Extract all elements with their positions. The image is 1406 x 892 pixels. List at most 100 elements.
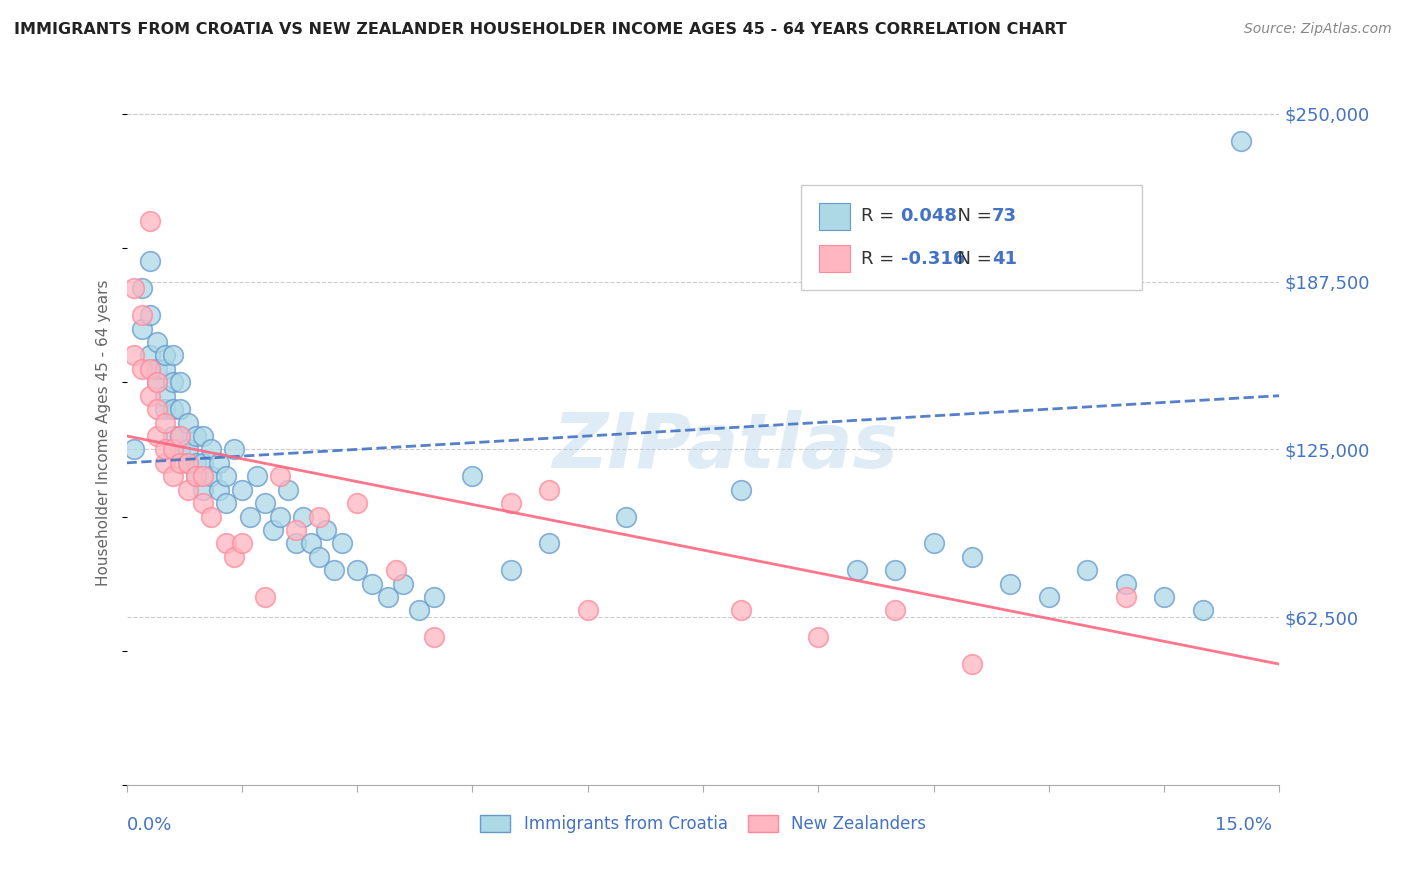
Point	[162, 376, 184, 390]
Point	[224, 549, 246, 564]
Point	[361, 576, 384, 591]
Point	[146, 334, 169, 349]
Point	[922, 536, 945, 550]
Point	[284, 536, 307, 550]
Point	[884, 563, 907, 577]
Point	[177, 456, 200, 470]
Point	[184, 429, 207, 443]
Point	[576, 603, 599, 617]
Point	[292, 509, 315, 524]
Point	[138, 389, 160, 403]
Point	[169, 429, 191, 443]
Point	[330, 536, 353, 550]
Text: 0.0%: 0.0%	[127, 816, 172, 834]
Text: ZIPatlas: ZIPatlas	[553, 409, 898, 483]
Point	[131, 321, 153, 335]
Point	[184, 469, 207, 483]
Point	[224, 442, 246, 457]
Point	[153, 442, 176, 457]
Text: 73: 73	[993, 207, 1017, 226]
Text: N =: N =	[946, 207, 997, 226]
Point	[730, 603, 752, 617]
Point	[200, 469, 222, 483]
Point	[392, 576, 415, 591]
Point	[122, 281, 145, 295]
Point	[807, 630, 830, 644]
Point	[138, 362, 160, 376]
Point	[162, 348, 184, 362]
Point	[1230, 134, 1253, 148]
Point	[138, 254, 160, 268]
Point	[284, 523, 307, 537]
Point	[177, 456, 200, 470]
Point	[1038, 590, 1060, 604]
Text: R =: R =	[860, 250, 900, 268]
Point	[138, 348, 160, 362]
Point	[1115, 576, 1137, 591]
Point	[153, 456, 176, 470]
Point	[499, 496, 522, 510]
Point	[153, 389, 176, 403]
Point	[131, 308, 153, 322]
Point	[169, 402, 191, 417]
Point	[323, 563, 346, 577]
Point	[315, 523, 337, 537]
Point	[122, 348, 145, 362]
Point	[384, 563, 406, 577]
Point	[308, 549, 330, 564]
Text: N =: N =	[946, 250, 997, 268]
Point	[177, 442, 200, 457]
Point	[162, 402, 184, 417]
Point	[423, 590, 446, 604]
Point	[162, 429, 184, 443]
Point	[193, 456, 215, 470]
Point	[377, 590, 399, 604]
Point	[193, 469, 215, 483]
Point	[131, 362, 153, 376]
Point	[538, 483, 561, 497]
Point	[614, 509, 637, 524]
Point	[200, 509, 222, 524]
Point	[269, 469, 291, 483]
Point	[131, 281, 153, 295]
Text: Source: ZipAtlas.com: Source: ZipAtlas.com	[1244, 22, 1392, 37]
Point	[153, 362, 176, 376]
Text: 0.048: 0.048	[901, 207, 957, 226]
Point	[238, 509, 260, 524]
Point	[269, 509, 291, 524]
Point	[262, 523, 284, 537]
Text: IMMIGRANTS FROM CROATIA VS NEW ZEALANDER HOUSEHOLDER INCOME AGES 45 - 64 YEARS C: IMMIGRANTS FROM CROATIA VS NEW ZEALANDER…	[14, 22, 1067, 37]
Text: 41: 41	[993, 250, 1017, 268]
Point	[231, 536, 253, 550]
Point	[346, 563, 368, 577]
Point	[1076, 563, 1098, 577]
Point	[146, 402, 169, 417]
Point	[177, 416, 200, 430]
Point	[138, 308, 160, 322]
Point	[346, 496, 368, 510]
Point	[730, 483, 752, 497]
Point	[231, 483, 253, 497]
Point	[1191, 603, 1213, 617]
Point	[1115, 590, 1137, 604]
Point	[184, 456, 207, 470]
Point	[208, 483, 231, 497]
Point	[193, 429, 215, 443]
Point	[215, 536, 238, 550]
Point	[153, 402, 176, 417]
Point	[1000, 576, 1022, 591]
Point	[146, 376, 169, 390]
Point	[138, 214, 160, 228]
Point	[169, 429, 191, 443]
Point	[193, 496, 215, 510]
Y-axis label: Householder Income Ages 45 - 64 years: Householder Income Ages 45 - 64 years	[96, 279, 111, 586]
Point	[1153, 590, 1175, 604]
Point	[146, 376, 169, 390]
Point	[169, 442, 191, 457]
Point	[122, 442, 145, 457]
Point	[162, 442, 184, 457]
Point	[193, 483, 215, 497]
Point	[408, 603, 430, 617]
Point	[146, 362, 169, 376]
Point	[461, 469, 484, 483]
